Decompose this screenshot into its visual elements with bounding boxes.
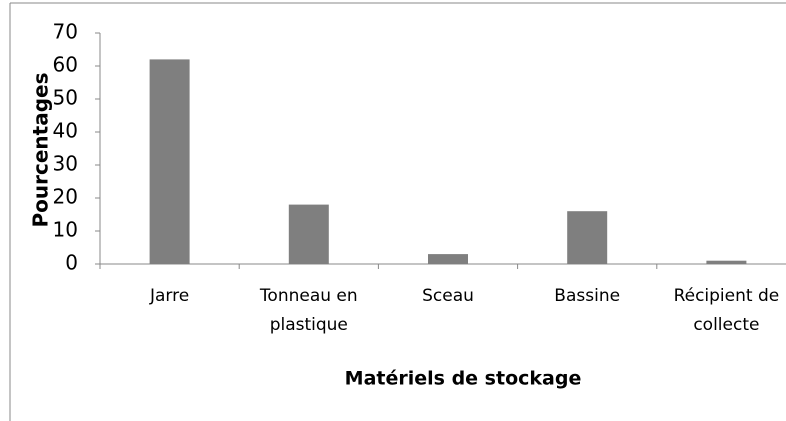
y-tick-label: 30 xyxy=(53,152,78,176)
bar xyxy=(428,254,468,264)
y-tick-label: 40 xyxy=(53,119,78,143)
bar xyxy=(288,204,329,264)
y-axis-title: Pourcentages xyxy=(29,73,53,228)
y-tick-label: 50 xyxy=(53,86,78,110)
x-tick-label: Sceau xyxy=(422,286,474,306)
x-axis-title: Matériels de stockage xyxy=(345,368,582,390)
bar xyxy=(706,260,747,264)
y-tick-label: 20 xyxy=(53,185,78,209)
x-tick-label: Jarre xyxy=(149,286,190,306)
bar xyxy=(149,59,190,265)
y-tick-label: 70 xyxy=(53,20,78,44)
y-tick-label: 10 xyxy=(53,218,78,242)
x-tick-label: Tonneau en plastique xyxy=(259,286,358,335)
bar xyxy=(567,211,608,264)
y-tick-label: 0 xyxy=(65,251,78,275)
x-tick-label: Bassine xyxy=(554,286,621,306)
x-tick-label: Récipient de collecte xyxy=(673,286,780,335)
y-tick-label: 60 xyxy=(53,53,78,77)
